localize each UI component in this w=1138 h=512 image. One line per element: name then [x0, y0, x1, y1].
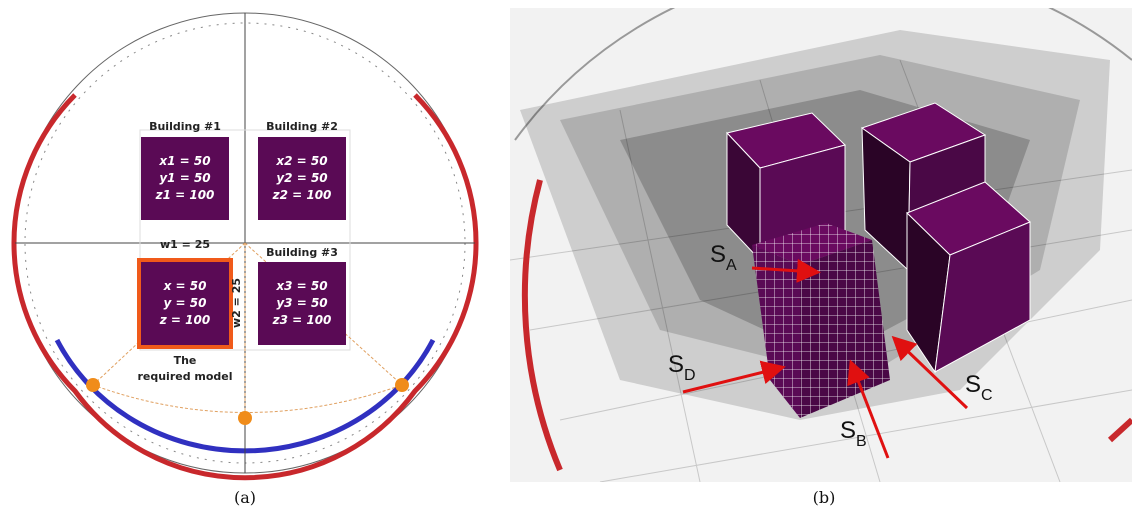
building-value: y2 = 50 [276, 171, 327, 185]
building-value: x1 = 50 [158, 154, 210, 168]
building-value: z2 = 100 [272, 188, 332, 202]
letter: S [710, 241, 726, 268]
building-value: x2 = 50 [275, 154, 327, 168]
panel-b: SA SB SC SD [510, 0, 1132, 482]
building-value: z3 = 100 [272, 313, 332, 327]
letter: S [840, 417, 856, 444]
building-value: z1 = 100 [155, 188, 215, 202]
w1-label: w1 = 25 [160, 238, 210, 251]
caption: (a) [234, 488, 256, 507]
subscript: A [726, 257, 737, 274]
letter: S [668, 351, 684, 378]
camera-point [86, 378, 100, 392]
model-value: x = 50 [163, 279, 207, 293]
caption: (b) [813, 488, 836, 507]
camera-point [395, 378, 409, 392]
building-value: y1 = 50 [159, 171, 210, 185]
building-label: Building #2 [266, 120, 338, 133]
building-value: y3 = 50 [276, 296, 327, 310]
panel-a: Building #1 Building #2 Building #3 x1 =… [14, 13, 476, 507]
letter: S [965, 371, 981, 398]
camera-point [238, 411, 252, 425]
building-label: Building #3 [266, 246, 338, 259]
building-value: x3 = 50 [275, 279, 327, 293]
figure: Building #1 Building #2 Building #3 x1 =… [0, 0, 1138, 512]
subscript: D [684, 367, 696, 384]
w2-label: w2 = 25 [230, 278, 243, 328]
model-label: required model [137, 370, 232, 383]
model-label: The [174, 354, 197, 367]
model-value: z = 100 [159, 313, 210, 327]
subscript: B [856, 433, 867, 450]
subscript: C [981, 387, 993, 404]
model-value: y = 50 [164, 296, 207, 310]
building-label: Building #1 [149, 120, 221, 133]
